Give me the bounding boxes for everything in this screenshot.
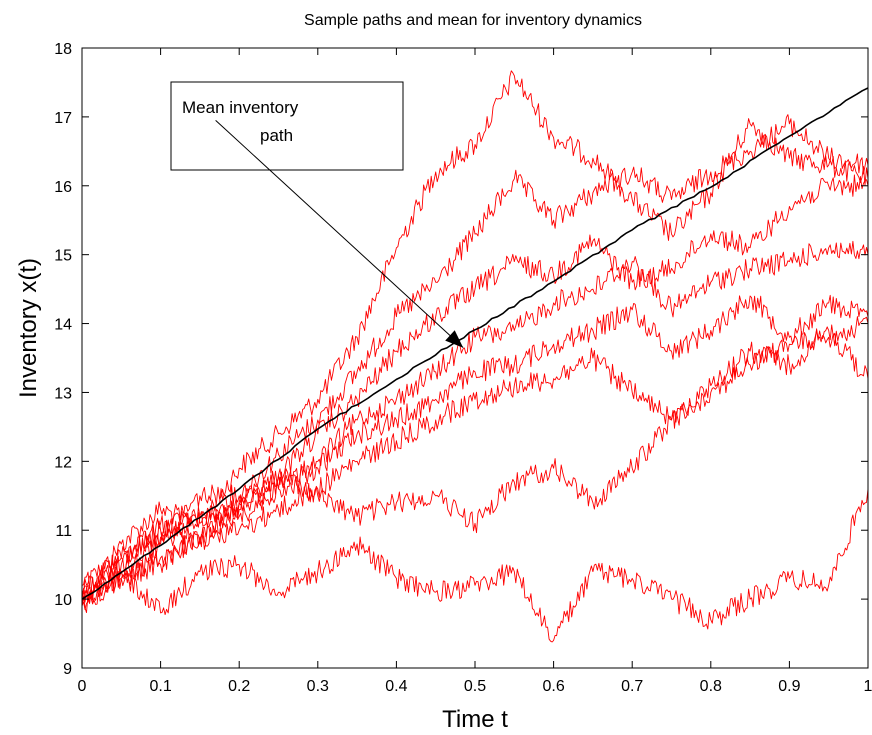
y-tick-label: 16 bbox=[54, 179, 72, 196]
y-tick-label: 12 bbox=[54, 454, 72, 471]
sample-path-line-7 bbox=[81, 324, 869, 600]
y-tick-label: 17 bbox=[54, 110, 72, 127]
x-axis-label: Time t bbox=[442, 706, 508, 733]
x-tick-label: 0.3 bbox=[307, 678, 329, 695]
annotation-text-line-1: Mean inventory bbox=[182, 98, 299, 117]
x-tick-label: 0.4 bbox=[385, 678, 407, 695]
series-layer bbox=[81, 70, 869, 643]
y-tick-label: 14 bbox=[54, 317, 72, 334]
y-axis-label: Inventory x(t) bbox=[15, 258, 42, 398]
y-tick-label: 11 bbox=[55, 523, 72, 540]
x-tick-label: 0.5 bbox=[464, 678, 486, 695]
y-tick-label: 18 bbox=[54, 41, 72, 58]
x-tick-label: 0.8 bbox=[700, 678, 722, 695]
x-tick-label: 0.6 bbox=[542, 678, 564, 695]
annotation: Mean inventory path bbox=[170, 81, 464, 349]
sample-path-line-3 bbox=[81, 174, 869, 611]
sample-path-line-4 bbox=[81, 240, 869, 603]
x-tick-label: 0.1 bbox=[149, 678, 171, 695]
chart-title: Sample paths and mean for inventory dyna… bbox=[304, 12, 642, 29]
annotation-arrowhead bbox=[445, 330, 464, 348]
x-tick-label: 0.2 bbox=[228, 678, 250, 695]
sample-path-line-5 bbox=[81, 294, 869, 590]
annotation-box bbox=[170, 81, 404, 171]
x-tick-label: 0.7 bbox=[621, 678, 643, 695]
sample-path-line-2 bbox=[81, 114, 869, 594]
x-tick-label: 1 bbox=[864, 678, 872, 695]
annotation-arrow bbox=[215, 119, 464, 349]
sample-path-line-8 bbox=[81, 488, 869, 643]
ticks-layer: 0 0.1 0.2 0.3 0.4 0.5 0.6 0.7 0.8 0.9 1 9 10 11 12 13 14… bbox=[54, 41, 872, 695]
y-tick-label: 15 bbox=[54, 248, 72, 265]
y-tick-label: 10 bbox=[54, 592, 72, 609]
x-tick-label: 0.9 bbox=[778, 678, 800, 695]
sample-path-line-1 bbox=[81, 70, 869, 602]
sample-path-line-6 bbox=[81, 316, 869, 614]
annotation-text-line-2: path bbox=[260, 126, 293, 145]
x-tick-label: 0 bbox=[78, 678, 87, 695]
y-tick-label: 13 bbox=[54, 385, 72, 402]
y-tick-label: 9 bbox=[63, 661, 72, 678]
mean-inventory-line bbox=[81, 87, 869, 600]
